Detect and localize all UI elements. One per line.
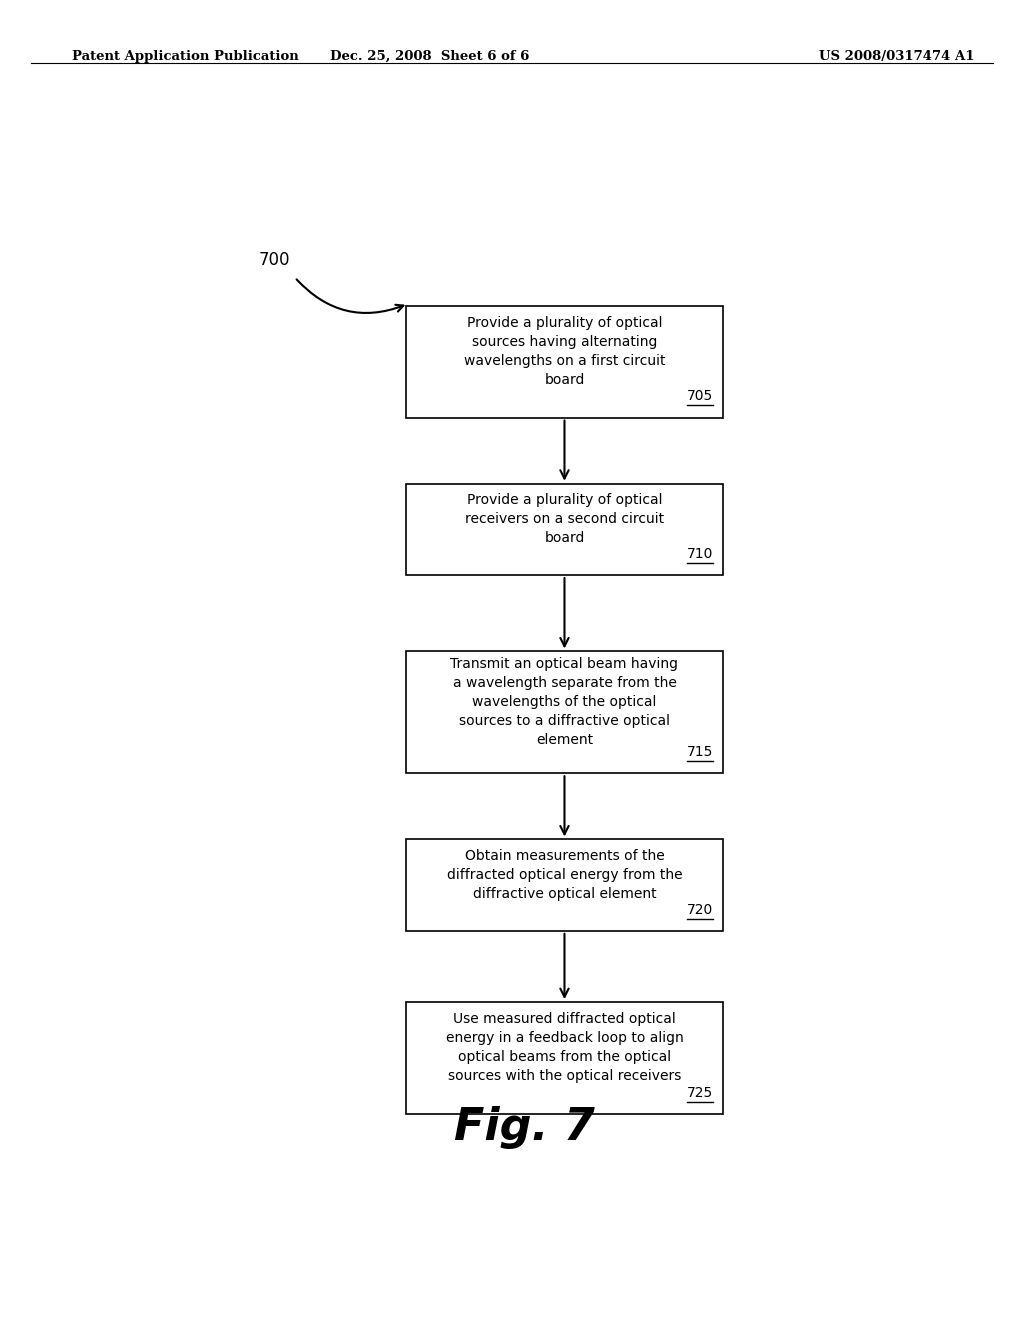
Text: 705: 705 <box>687 389 713 404</box>
Text: Dec. 25, 2008  Sheet 6 of 6: Dec. 25, 2008 Sheet 6 of 6 <box>331 50 529 63</box>
Text: 725: 725 <box>687 1085 713 1100</box>
Text: Patent Application Publication: Patent Application Publication <box>72 50 298 63</box>
Bar <box>406 651 723 774</box>
Text: Provide a plurality of optical
sources having alternating
wavelengths on a first: Provide a plurality of optical sources h… <box>464 315 666 387</box>
Text: Transmit an optical beam having
a wavelength separate from the
wavelengths of th: Transmit an optical beam having a wavele… <box>451 657 679 747</box>
Bar <box>406 840 723 931</box>
Bar <box>406 1002 723 1114</box>
Text: 700: 700 <box>259 251 291 269</box>
Text: 710: 710 <box>686 546 713 561</box>
Text: Provide a plurality of optical
receivers on a second circuit
board: Provide a plurality of optical receivers… <box>465 494 664 545</box>
Text: Use measured diffracted optical
energy in a feedback loop to align
optical beams: Use measured diffracted optical energy i… <box>445 1012 683 1084</box>
Text: US 2008/0317474 A1: US 2008/0317474 A1 <box>819 50 975 63</box>
Text: Fig. 7: Fig. 7 <box>455 1106 595 1148</box>
FancyArrowPatch shape <box>297 280 403 313</box>
Text: 720: 720 <box>687 903 713 916</box>
Text: Obtain measurements of the
diffracted optical energy from the
diffractive optica: Obtain measurements of the diffracted op… <box>446 849 682 902</box>
Bar <box>406 306 723 417</box>
Bar <box>406 483 723 576</box>
Text: 715: 715 <box>686 744 713 759</box>
